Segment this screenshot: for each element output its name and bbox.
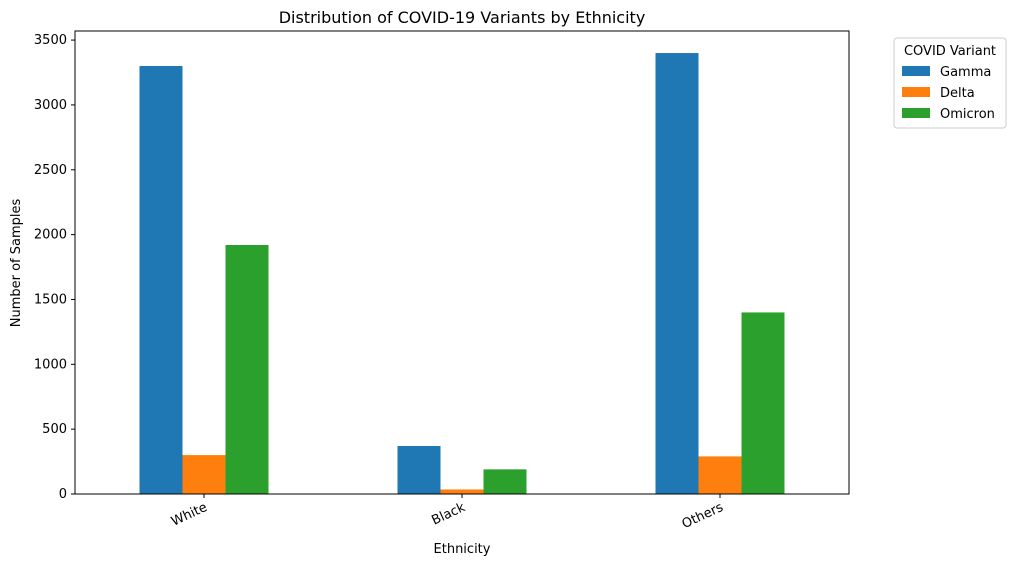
y-tick-label: 1500: [34, 292, 67, 307]
bar-omicron-white: [225, 244, 269, 494]
x-tick-label: White: [169, 500, 210, 530]
x-tick-label: Others: [680, 500, 726, 532]
plot-frame: [74, 30, 850, 495]
y-tick-label: 3500: [34, 33, 67, 48]
legend-swatch-delta: [902, 87, 930, 97]
legend-label-delta: Delta: [940, 86, 975, 101]
legend-label-gamma: Gamma: [940, 65, 991, 80]
x-axis-label: Ethnicity: [434, 542, 491, 557]
bar-delta-others: [698, 456, 742, 494]
bar-omicron-others: [741, 312, 785, 494]
bar-gamma-others: [655, 53, 699, 495]
y-axis-label: Number of Samples: [9, 199, 24, 328]
legend-frame: [893, 37, 1007, 129]
legend-title: COVID Variant: [904, 44, 996, 59]
y-tick-label: 0: [59, 487, 67, 502]
y-tick-label: 2500: [34, 163, 67, 178]
x-tick-label: Black: [429, 500, 468, 529]
bar-delta-white: [182, 455, 226, 494]
bar-gamma-black: [397, 446, 441, 494]
legend-label-omicron: Omicron: [940, 107, 995, 122]
y-tick-label: 1000: [34, 357, 67, 372]
chart-title: Distribution of COVID-19 Variants by Eth…: [279, 8, 646, 27]
bars-layer: [139, 53, 785, 495]
bar-gamma-white: [139, 66, 183, 494]
legend-swatch-omicron: [902, 108, 930, 118]
bar-omicron-black: [483, 469, 527, 494]
legend: COVID Variant Gamma Delta Omicron: [893, 37, 1007, 129]
y-tick-label: 500: [42, 422, 67, 437]
legend-swatch-gamma: [902, 66, 930, 76]
y-tick-label: 2000: [34, 228, 67, 243]
y-tick-label: 3000: [34, 98, 67, 113]
bar-delta-black: [440, 489, 484, 494]
